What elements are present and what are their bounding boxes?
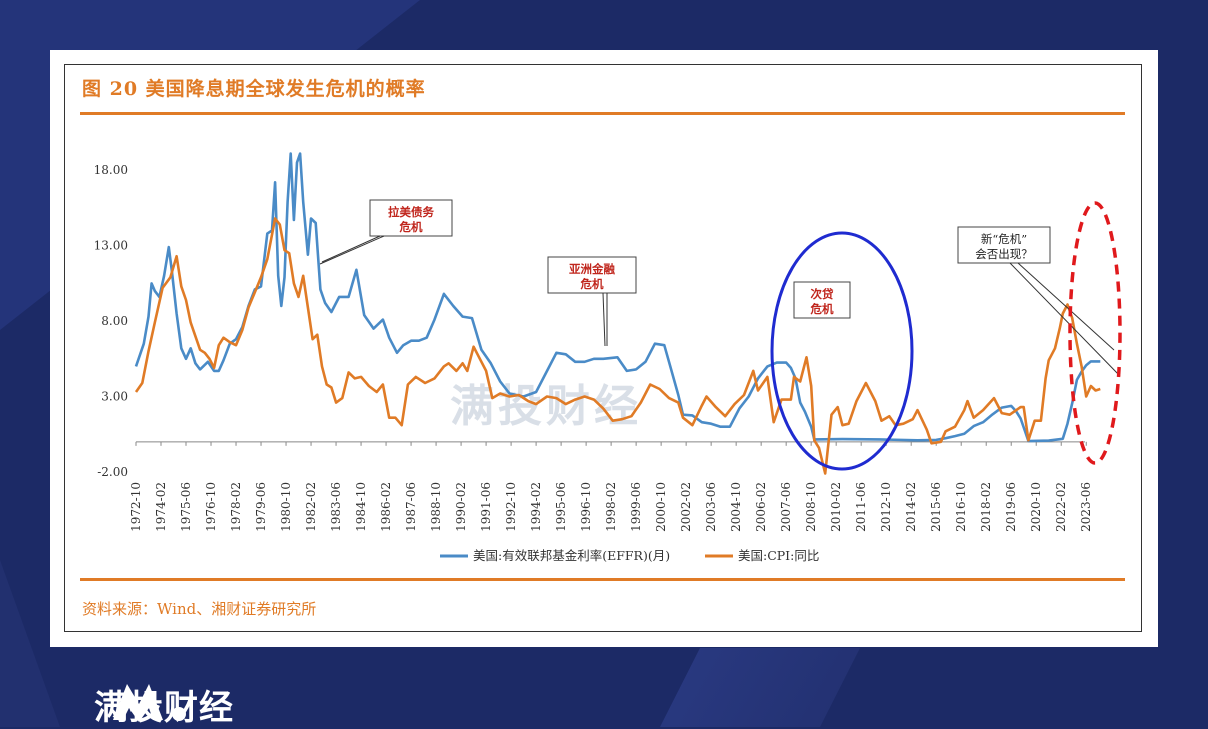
brand-logo-icon	[113, 684, 186, 722]
x-tick-label: 2010-02	[829, 482, 843, 532]
callout-label: 会否出现？	[975, 247, 1033, 261]
x-tick-label: 1999-06	[629, 482, 643, 532]
watermark-text: 满投财经	[450, 381, 642, 432]
x-tick-label: 1996-10	[579, 482, 593, 532]
x-tick-label: 1994-02	[529, 482, 543, 532]
x-tick-label: 2020-10	[1029, 482, 1043, 532]
y-tick-label: 3.00	[101, 390, 128, 404]
callout-label: 亚洲金融	[569, 262, 615, 276]
callout-pointer	[1017, 262, 1115, 351]
x-tick-label: 2000-10	[654, 482, 668, 532]
x-tick-label: 2003-06	[704, 482, 718, 532]
callout-label: 危机	[580, 277, 604, 291]
x-tick-label: 1998-02	[604, 482, 618, 532]
x-tick-label: 1974-02	[154, 482, 168, 532]
series-line-cpi	[134, 217, 1101, 475]
x-tick-label: 2015-06	[929, 482, 943, 532]
x-tick-label: 2004-10	[729, 482, 743, 532]
callout-box	[547, 256, 637, 294]
x-tick-label: 1991-06	[479, 482, 493, 532]
x-tick-label: 1995-06	[554, 482, 568, 532]
x-tick-label: 2023-06	[1079, 482, 1093, 532]
callout-label: 新“危机”	[981, 232, 1027, 246]
legend-label: 美国:有效联邦基金利率(EFFR)(月)	[473, 548, 670, 563]
callout-pointer	[321, 235, 381, 263]
y-tick-label: 18.00	[94, 163, 128, 177]
x-tick-label: 2016-10	[954, 482, 968, 532]
figure-title: 图 20 美国降息期全球发生危机的概率	[82, 78, 426, 100]
callout-box	[957, 226, 1051, 264]
callout-pointer	[319, 235, 385, 265]
y-tick-label: 13.00	[94, 239, 128, 253]
x-tick-label: 2018-02	[979, 482, 993, 532]
callout-box	[793, 281, 851, 319]
x-tick-label: 1972-10	[129, 482, 143, 532]
callout-pointer	[1009, 262, 1121, 377]
y-tick-label: 8.00	[101, 314, 128, 328]
y-tick-label: -2.00	[97, 465, 128, 479]
x-tick-label: 1984-10	[354, 482, 368, 532]
callout-label: 危机	[399, 220, 423, 234]
x-tick-label: 1990-02	[454, 482, 468, 532]
x-tick-label: 1976-10	[204, 482, 218, 532]
x-tick-label: 2012-10	[879, 482, 893, 532]
x-tick-label: 2014-02	[904, 482, 918, 532]
brand-name: 满投财经	[94, 688, 234, 728]
source-note: 资料来源：Wind、湘财证券研究所	[82, 600, 317, 618]
x-tick-label: 1988-10	[429, 482, 443, 532]
x-tick-label: 1975-06	[179, 482, 193, 532]
callout-label: 危机	[810, 302, 834, 316]
figure-card: 图 20 美国降息期全球发生危机的概率 满投财经 18.00 13.00 8.00 3…	[50, 50, 1158, 647]
series-line-effr	[134, 152, 1101, 443]
x-tick-label: 1986-02	[379, 482, 393, 532]
title-rule	[80, 112, 1125, 115]
x-tick-label: 1992-10	[504, 482, 518, 532]
callout-label: 次贷	[811, 287, 834, 301]
source-rule	[80, 578, 1125, 581]
x-tick-label: 1983-06	[329, 482, 343, 532]
x-tick-label: 1980-10	[279, 482, 293, 532]
figure-frame	[64, 64, 1142, 632]
highlight-ellipse-red-dashed	[1068, 201, 1122, 465]
legend-label: 美国:CPI:同比	[738, 548, 819, 563]
callout-box	[369, 199, 453, 237]
x-tick-label: 2011-06	[854, 482, 868, 532]
background-shape	[660, 648, 860, 727]
callout-pointer	[602, 292, 606, 347]
x-tick-label: 2022-02	[1054, 482, 1068, 532]
x-tick-label: 2007-06	[779, 482, 793, 532]
x-tick-label: 2006-02	[754, 482, 768, 532]
x-tick-label: 2019-06	[1004, 482, 1018, 532]
x-tick-label: 1978-02	[229, 482, 243, 532]
x-tick-label: 2008-10	[804, 482, 818, 532]
x-tick-label: 1979-06	[254, 482, 268, 532]
highlight-circle-blue	[770, 231, 914, 471]
x-tick-label: 2002-02	[679, 482, 693, 532]
x-tick-label: 1987-06	[404, 482, 418, 532]
callout-label: 拉美债务	[388, 205, 434, 219]
x-tick-label: 1982-02	[304, 482, 318, 532]
